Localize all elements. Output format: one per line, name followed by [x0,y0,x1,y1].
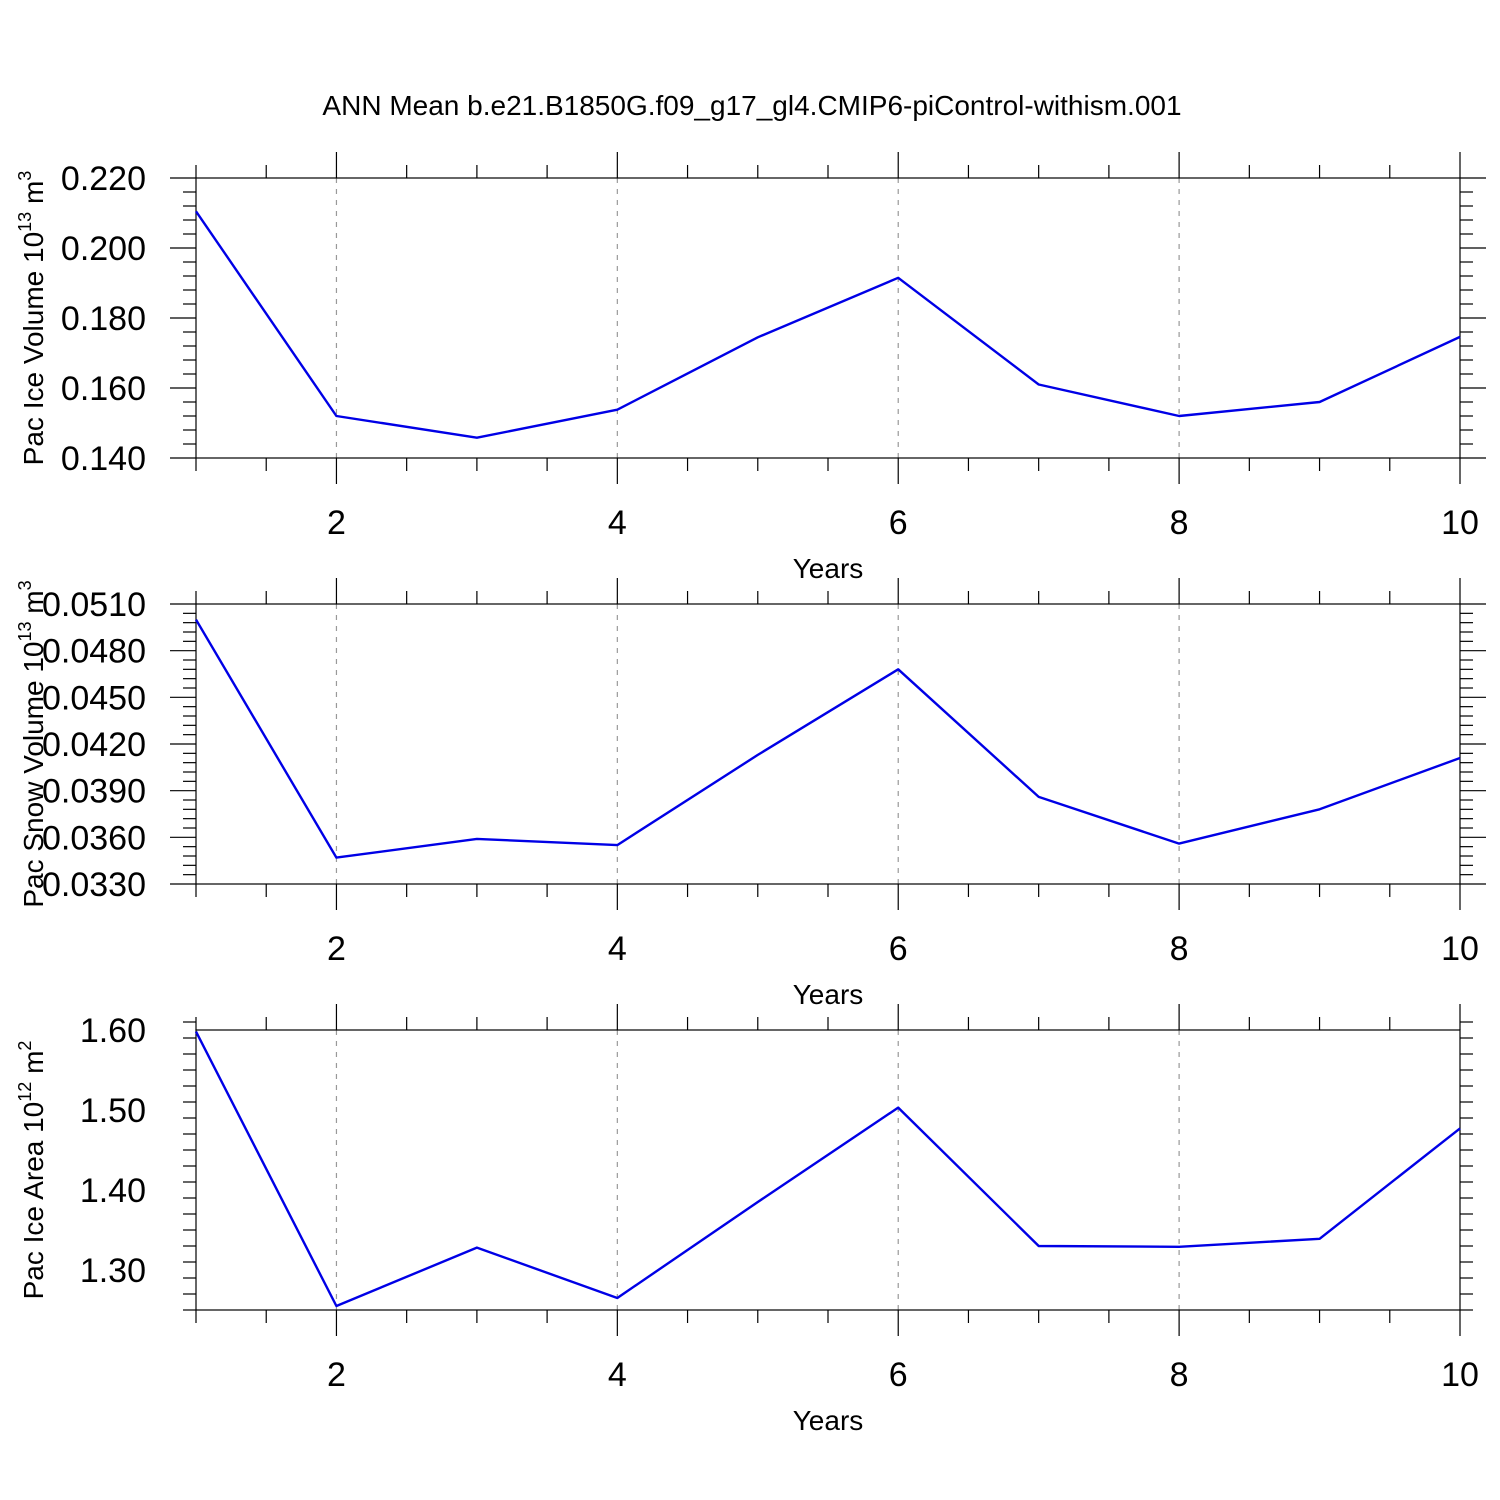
y-tick-label: 1.60 [80,1012,146,1050]
x-tick-label: 10 [1441,930,1479,968]
y-tick-label: 0.0450 [42,679,146,717]
y-tick-label: 1.40 [80,1172,146,1210]
x-tick-label: 6 [889,504,908,542]
plot-frame [195,603,1461,885]
x-axis-label: Years [793,553,864,584]
y-axis-label-superscript: 3 [15,171,35,181]
y-axis-label-superscript: 2 [15,1041,35,1051]
x-tick-label: 2 [327,930,346,968]
x-tick-label: 6 [889,1356,908,1394]
panel-2: 2 4 6 8 10 0.0330 0.0360 0.0390 0.0420 0.0450 0.04… [15,578,1486,1010]
y-tick-label: 0.200 [61,230,146,268]
x-axis-label: Years [793,979,864,1010]
x-tick-label: 4 [608,1356,627,1394]
x-tick-label: 8 [1170,504,1189,542]
y-axis-label-part: m [18,181,49,212]
x-tick-label: 10 [1441,1356,1479,1394]
y-tick-label: 0.140 [61,440,146,478]
y-tick-label: 0.180 [61,300,146,338]
x-tick-label: 8 [1170,1356,1189,1394]
plot-frame [195,177,1461,459]
x-tick-label: 4 [608,504,627,542]
x-tick-label: 6 [889,930,908,968]
y-tick-label: 1.50 [80,1092,146,1130]
y-tick-label: 0.0330 [42,866,146,904]
y-axis-label-superscript: 13 [15,621,35,641]
y-tick-label: 0.0420 [42,726,146,764]
y-axis-label-part: Pac Snow Volume 10 [18,641,49,907]
y-axis-label: Pac Ice Area 1012 m2 [15,1041,49,1300]
x-axis-label: Years [793,1405,864,1436]
series-line [195,210,1461,439]
panel-1: 2 4 6 8 10 0.140 0.160 0.180 0.200 0.220 Years Pac … [15,152,1486,584]
series-line [194,1031,1461,1308]
y-tick-label: 0.0480 [42,633,146,671]
x-tick-label: 10 [1441,504,1479,542]
y-axis-label-superscript: 13 [15,212,35,232]
plot-frame [195,1029,1461,1311]
y-axis-label: Pac Snow Volume 1013 m3 [15,580,49,907]
y-tick-label: 0.0390 [42,773,146,811]
panel-3: 2 4 6 8 10 1.30 1.40 1.50 1.60 Years Pac Ice Area … [15,1004,1479,1436]
y-axis-label-part: Pac Ice Area 10 [18,1102,49,1300]
x-tick-label: 4 [608,930,627,968]
figure-title: ANN Mean b.e21.B1850G.f09_g17_gl4.CMIP6-… [322,90,1181,121]
y-axis-label: Pac Ice Volume 1013 m3 [15,171,49,466]
x-tick-label: 8 [1170,930,1189,968]
y-axis-label-part: Pac Ice Volume 10 [18,232,49,465]
y-tick-label: 0.0510 [42,586,146,624]
panels: 2 4 6 8 10 0.140 0.160 0.180 0.200 0.220 Years Pac … [15,152,1486,1436]
y-tick-label: 1.30 [80,1252,146,1290]
series-line [194,618,1461,859]
y-axis-label-superscript: 12 [15,1082,35,1102]
x-tick-label: 2 [327,1356,346,1394]
y-axis-label-superscript: 3 [15,580,35,590]
y-axis-label-part: m [18,1051,49,1082]
x-tick-label: 2 [327,504,346,542]
y-axis-label-part: m [18,590,49,621]
y-tick-label: 0.220 [61,160,146,198]
y-tick-label: 0.0360 [42,819,146,857]
y-tick-label: 0.160 [61,370,146,408]
